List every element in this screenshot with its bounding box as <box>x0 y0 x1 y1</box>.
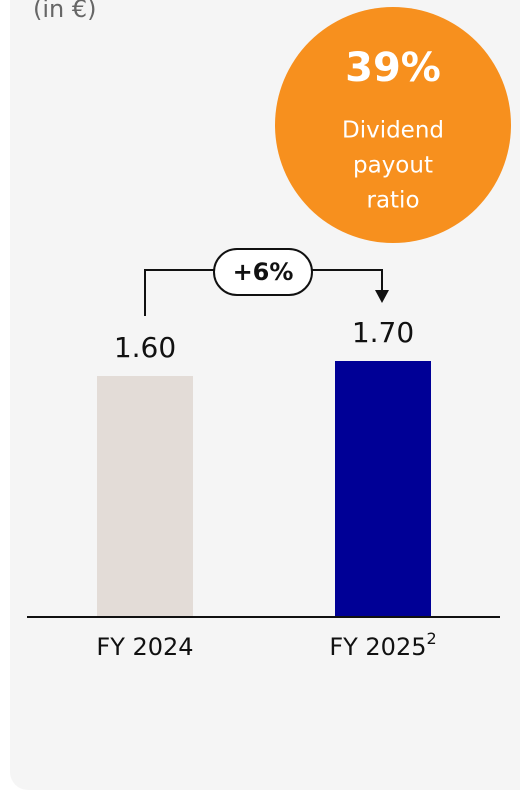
value-label: 1.60 <box>114 331 176 364</box>
badge-label: ratio <box>366 188 419 214</box>
footnote-mark: 2 <box>426 629 436 648</box>
bar <box>97 376 193 616</box>
badge-label: Dividend <box>342 118 444 144</box>
badge-value: 39% <box>345 45 441 91</box>
change-pill <box>213 248 313 296</box>
bar <box>335 361 431 616</box>
arrow-head <box>375 290 389 303</box>
change-bracket <box>144 269 383 316</box>
x-tick-label: FY 2024 <box>96 633 193 661</box>
change-label: +6% <box>233 258 294 286</box>
badge-label: payout <box>353 153 433 179</box>
subtitle: (in €) <box>33 0 97 23</box>
x-tick-label: FY 20252 <box>329 629 436 662</box>
value-label: 1.70 <box>352 316 414 349</box>
badge-circle <box>275 7 511 243</box>
category-name: FY 2024 <box>96 633 193 661</box>
category-name: FY 2025 <box>329 633 426 661</box>
